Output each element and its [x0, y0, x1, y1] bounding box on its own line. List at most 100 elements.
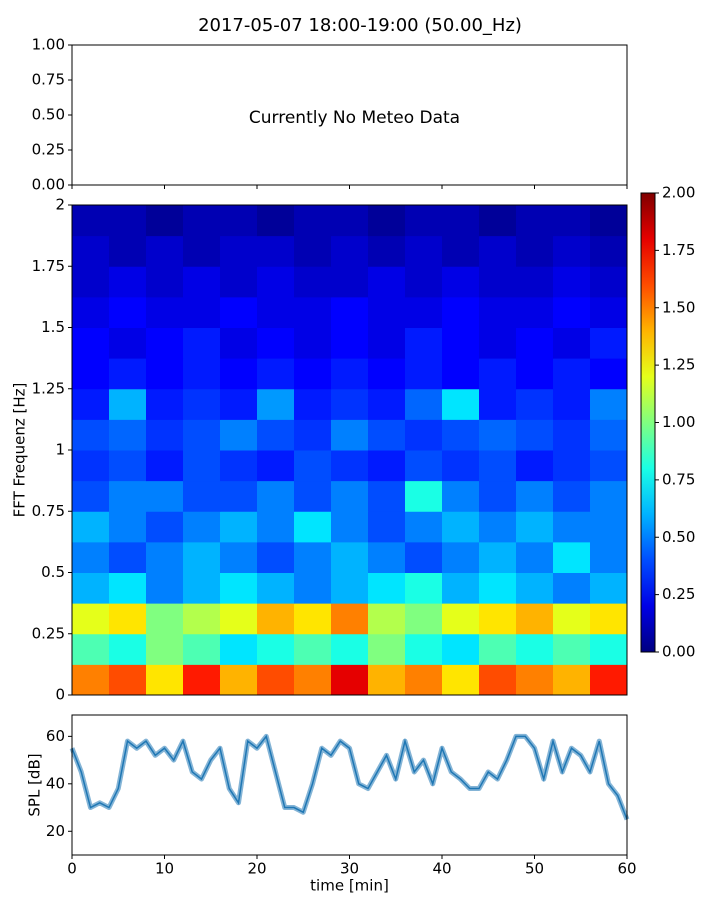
heat-cell	[183, 633, 221, 665]
heat-cell	[183, 358, 221, 390]
heat-cell	[590, 419, 628, 451]
heat-cell	[183, 664, 221, 696]
heat-cell	[72, 664, 110, 696]
heat-cell	[442, 388, 480, 420]
heat-cell	[553, 388, 591, 420]
heat-cell	[109, 419, 147, 451]
heat-cell	[257, 235, 295, 267]
heat-cell	[183, 603, 221, 635]
axes-frame	[71, 714, 628, 856]
heat-cell	[220, 511, 258, 543]
heat-cell	[553, 541, 591, 573]
heat-cell	[479, 603, 517, 635]
heat-cell	[516, 296, 554, 328]
heat-cell	[553, 205, 591, 237]
heat-cell	[553, 419, 591, 451]
heat-cell	[590, 603, 628, 635]
heat-cell	[368, 235, 406, 267]
heat-cell	[72, 358, 110, 390]
heat-cell	[331, 633, 369, 665]
heat-cell	[257, 358, 295, 390]
heat-cell	[72, 388, 110, 420]
heat-cell	[331, 205, 369, 237]
heat-cell	[405, 664, 443, 696]
heat-cell	[72, 327, 110, 359]
heat-cell	[183, 419, 221, 451]
heat-cell	[146, 633, 184, 665]
heat-cell	[553, 327, 591, 359]
y-tick-label: 0.50	[32, 106, 65, 124]
heat-cell	[146, 572, 184, 604]
heat-cell	[220, 541, 258, 573]
heat-cell	[294, 235, 332, 267]
heat-cell	[368, 296, 406, 328]
spl-line-core	[71, 734, 628, 820]
heat-cell	[294, 511, 332, 543]
heat-cell	[109, 266, 147, 298]
heat-cell	[294, 388, 332, 420]
heat-cell	[479, 205, 517, 237]
heat-cell	[72, 235, 110, 267]
heat-cell	[590, 358, 628, 390]
heat-cell	[72, 633, 110, 665]
heat-cell	[442, 664, 480, 696]
heat-cell	[405, 480, 443, 512]
heat-cell	[405, 450, 443, 482]
colorbar-tick-label: 2.00	[662, 184, 695, 202]
heat-cell	[331, 572, 369, 604]
colorbar-tick-label: 1.50	[662, 298, 695, 316]
x-tick-label: 10	[155, 860, 174, 878]
heat-cell	[479, 419, 517, 451]
heat-cell	[368, 419, 406, 451]
heat-cell	[109, 541, 147, 573]
heat-cell	[553, 235, 591, 267]
heat-cell	[72, 603, 110, 635]
heat-cell	[220, 266, 258, 298]
heat-cell	[257, 603, 295, 635]
x-tick-label: 40	[432, 860, 451, 878]
heat-cell	[553, 480, 591, 512]
heat-cell	[109, 388, 147, 420]
heat-cell	[109, 633, 147, 665]
colorbar-tick-label: 0.00	[662, 643, 695, 661]
heat-cell	[405, 358, 443, 390]
heat-cell	[368, 603, 406, 635]
heat-cell	[368, 572, 406, 604]
heat-cell	[442, 205, 480, 237]
heat-cell	[146, 664, 184, 696]
heat-cell	[294, 480, 332, 512]
heat-cell	[72, 419, 110, 451]
heat-cell	[72, 480, 110, 512]
heat-cell	[516, 480, 554, 512]
heat-cell	[516, 358, 554, 390]
heat-cell	[442, 511, 480, 543]
heat-cell	[109, 327, 147, 359]
y-tick-label: 1.5	[41, 318, 65, 336]
heat-cell	[479, 511, 517, 543]
heat-cell	[146, 603, 184, 635]
heat-cell	[257, 419, 295, 451]
heat-cell	[72, 266, 110, 298]
heat-cell	[331, 541, 369, 573]
heat-cell	[590, 450, 628, 482]
heat-cell	[405, 266, 443, 298]
heat-cell	[183, 235, 221, 267]
heat-cell	[109, 358, 147, 390]
heat-cell	[257, 388, 295, 420]
heat-cell	[220, 388, 258, 420]
colorbar-tick-label: 0.25	[662, 585, 695, 603]
heat-cell	[516, 511, 554, 543]
heat-cell	[479, 633, 517, 665]
heat-cell	[257, 633, 295, 665]
heat-cell	[590, 235, 628, 267]
heat-cell	[479, 572, 517, 604]
colorbar-tick-label: 0.50	[662, 528, 695, 546]
heat-cell	[146, 541, 184, 573]
heat-cell	[257, 450, 295, 482]
heat-cell	[220, 450, 258, 482]
heat-cell	[368, 450, 406, 482]
heat-cell	[109, 511, 147, 543]
heat-cell	[516, 388, 554, 420]
heat-cell	[294, 664, 332, 696]
heat-cell	[405, 235, 443, 267]
